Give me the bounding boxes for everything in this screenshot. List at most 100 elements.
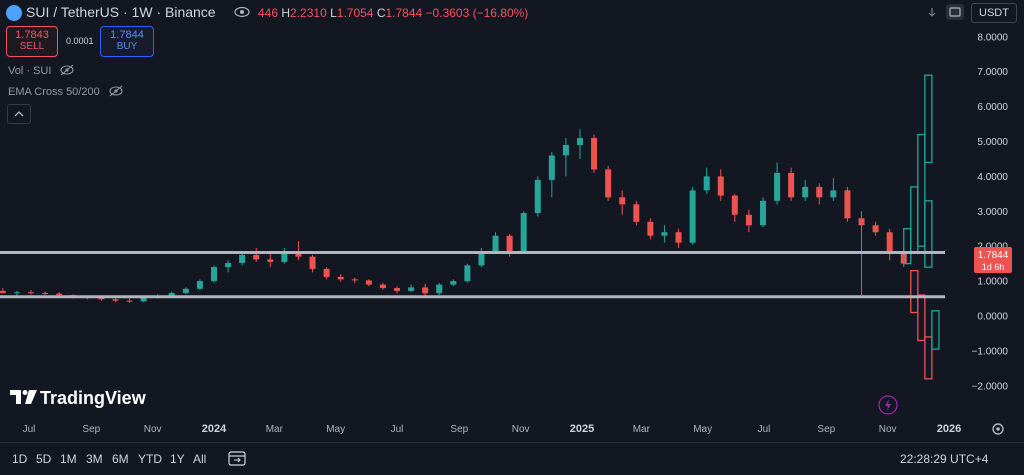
timeframe-button[interactable]: All bbox=[193, 452, 207, 466]
time-axis-label: Nov bbox=[512, 424, 530, 435]
candles-layer bbox=[0, 129, 907, 303]
candle-body bbox=[337, 276, 344, 280]
currency-select[interactable]: USDT bbox=[971, 3, 1017, 23]
time-axis-label: Sep bbox=[82, 424, 100, 435]
time-axis-label: Jul bbox=[391, 424, 404, 435]
candle-body bbox=[619, 197, 626, 205]
time-axis-label: Mar bbox=[633, 424, 651, 435]
timeframe-button[interactable]: 1Y bbox=[170, 452, 185, 466]
sell-price: 1.7843 bbox=[15, 29, 49, 41]
timeframe-button[interactable]: 3M bbox=[86, 452, 103, 466]
screenshot-icon[interactable] bbox=[945, 3, 965, 21]
buy-label: BUY bbox=[116, 41, 138, 52]
candle-body bbox=[13, 292, 20, 294]
eye-icon[interactable] bbox=[234, 5, 250, 19]
time-axis-label: 2026 bbox=[937, 423, 961, 435]
timeframe-button[interactable]: 1M bbox=[60, 452, 77, 466]
low-label: L bbox=[330, 6, 337, 20]
candle-body bbox=[774, 172, 781, 201]
horizontal-lines[interactable] bbox=[0, 250, 945, 299]
candle-body bbox=[42, 292, 49, 294]
price-axis-label: 5.0000 bbox=[977, 137, 1008, 148]
candle-body bbox=[28, 292, 35, 294]
hidden-eye-icon[interactable] bbox=[109, 85, 123, 97]
timeframe-button[interactable]: 6M bbox=[112, 452, 129, 466]
candle-body bbox=[788, 172, 795, 198]
ema-indicator-label[interactable]: EMA Cross 50/200 bbox=[8, 85, 123, 98]
timeframe-button[interactable]: 5D bbox=[36, 452, 52, 466]
price-axis-label: 3.0000 bbox=[977, 207, 1008, 218]
bottom-toolbar bbox=[0, 442, 1024, 475]
price-axis-label: 1.0000 bbox=[977, 277, 1008, 288]
close-value: 1.7844 bbox=[385, 6, 423, 20]
time-axis-label: May bbox=[326, 424, 345, 435]
buy-price: 1.7844 bbox=[110, 29, 144, 41]
time-axis-label: Nov bbox=[879, 424, 897, 435]
candle-body bbox=[323, 268, 330, 277]
candle-body bbox=[548, 155, 555, 180]
settings-gear-icon[interactable] bbox=[992, 423, 1004, 435]
ema-indicator-name: EMA Cross 50/200 bbox=[8, 86, 100, 98]
symbol-title[interactable]: SUI / TetherUS · 1W · Binance bbox=[26, 4, 216, 20]
timeframe-button[interactable]: 1D bbox=[12, 452, 28, 466]
price-axis-label: 7.0000 bbox=[977, 67, 1008, 78]
candle-body bbox=[506, 235, 513, 252]
time-axis-label: 2024 bbox=[202, 423, 227, 435]
hidden-eye-icon[interactable] bbox=[60, 64, 75, 76]
time-axis[interactable]: Jul Sep Nov 2024 Mar May Jul Sep Nov 2025 Mar May Ju… bbox=[23, 423, 962, 435]
price-axis-label: −2.0000 bbox=[972, 381, 1009, 392]
candle-body bbox=[478, 251, 485, 266]
candle-body bbox=[56, 293, 63, 296]
time-axis-label: Jul bbox=[758, 424, 771, 435]
flash-icon[interactable] bbox=[878, 395, 898, 415]
candle-body bbox=[225, 262, 232, 268]
candle-countdown: 1d 6h bbox=[982, 262, 1005, 272]
time-axis-label: Jul bbox=[23, 424, 36, 435]
candle-body bbox=[844, 190, 851, 219]
candle-body bbox=[675, 232, 682, 243]
download-arrow-icon[interactable] bbox=[926, 7, 938, 19]
candle-body bbox=[886, 232, 893, 254]
candle-body bbox=[872, 225, 879, 233]
candle-body bbox=[267, 259, 274, 262]
projection-box bbox=[910, 269, 919, 314]
candle-body bbox=[703, 176, 710, 191]
candle-body bbox=[605, 169, 612, 198]
timeframe-button[interactable]: YTD bbox=[138, 452, 162, 466]
candle-body bbox=[633, 204, 640, 222]
candle-body bbox=[393, 288, 400, 291]
candle-body bbox=[98, 297, 105, 300]
sell-label: SELL bbox=[19, 41, 45, 52]
sell-button[interactable]: 1.7843 SELL bbox=[6, 26, 58, 57]
projection-box bbox=[917, 133, 926, 247]
spread-value: 0.0001 bbox=[66, 36, 94, 46]
current-price-tag bbox=[974, 247, 1012, 273]
candle-body bbox=[802, 186, 809, 198]
candle-body bbox=[239, 254, 246, 263]
candle-body bbox=[408, 287, 415, 291]
projection-box bbox=[924, 200, 933, 268]
candle-body bbox=[562, 144, 569, 156]
candle-body bbox=[0, 290, 6, 293]
date-range-icon[interactable] bbox=[228, 450, 246, 466]
time-axis-label: Nov bbox=[144, 424, 162, 435]
candle-body bbox=[731, 195, 738, 215]
candle-body bbox=[168, 292, 175, 296]
candle-body bbox=[309, 256, 316, 269]
collapse-indicators-button[interactable] bbox=[7, 104, 31, 124]
candle-body bbox=[576, 138, 583, 145]
candle-body bbox=[534, 179, 541, 214]
clock[interactable]: 22:28:29 UTC+4 bbox=[900, 452, 989, 466]
candle-body bbox=[281, 251, 288, 262]
buy-button[interactable]: 1.7844 BUY bbox=[100, 26, 154, 57]
volume-indicator-label[interactable]: Vol · SUI bbox=[8, 64, 75, 77]
candle-body bbox=[816, 186, 823, 198]
candle-body bbox=[759, 200, 766, 226]
candle-body bbox=[717, 176, 724, 196]
candle-body bbox=[365, 280, 372, 285]
time-axis-label: Sep bbox=[817, 424, 835, 435]
tradingview-logo-icon bbox=[10, 390, 37, 404]
candle-body bbox=[351, 279, 358, 281]
price-axis-label: −1.0000 bbox=[972, 346, 1009, 357]
